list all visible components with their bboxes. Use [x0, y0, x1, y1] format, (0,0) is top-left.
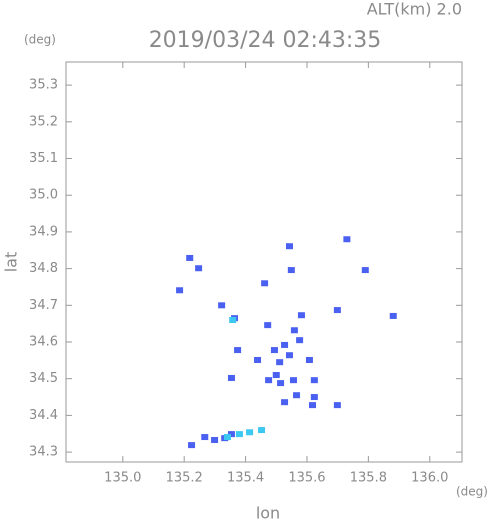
x-tick-label: 135.8: [350, 471, 387, 486]
x-unit: (deg): [456, 485, 488, 499]
x-tick-label: 135.0: [104, 471, 141, 486]
y-tick-label: 34.8: [29, 261, 58, 276]
x-tick-label: 136.0: [411, 471, 448, 486]
echo-point: [229, 316, 237, 323]
echo-point: [254, 356, 262, 363]
echo-point: [272, 372, 280, 379]
echo-point: [361, 267, 369, 274]
echo-point: [195, 265, 203, 272]
echo-point: [265, 377, 273, 384]
y-tick-label: 34.3: [29, 445, 58, 460]
echo-point: [309, 402, 317, 409]
plot-frame: [65, 61, 463, 463]
echo-point: [296, 337, 304, 344]
echo-point: [235, 431, 243, 438]
echo-point: [333, 402, 341, 409]
echo-point: [186, 254, 194, 261]
echo-point: [211, 436, 219, 443]
echo-point: [281, 341, 289, 348]
x-tick-label: 135.6: [288, 471, 325, 486]
echo-point: [223, 434, 231, 441]
altitude-label: ALT(km) 2.0: [367, 0, 462, 19]
echo-point: [281, 399, 289, 406]
y-tick-label: 35.1: [29, 151, 58, 166]
echo-point: [270, 347, 278, 354]
echo-point: [227, 431, 235, 438]
x-axis-label: lon: [256, 504, 280, 521]
echo-point: [333, 307, 341, 314]
echo-point: [289, 377, 297, 384]
echo-point: [188, 442, 196, 449]
echo-point: [305, 356, 313, 363]
echo-point: [310, 377, 318, 384]
y-tick-label: 34.9: [29, 224, 58, 239]
echo-point: [176, 287, 184, 294]
x-tick-label: 135.2: [166, 471, 203, 486]
echo-point: [201, 434, 209, 441]
echo-point: [343, 236, 351, 243]
echo-point: [261, 280, 269, 287]
echo-point: [277, 380, 285, 387]
echo-point: [310, 394, 318, 401]
y-tick-label: 35.0: [29, 188, 58, 203]
echo-point: [234, 347, 242, 354]
echo-point: [285, 243, 293, 250]
echo-point: [285, 352, 293, 359]
echo-point: [218, 302, 226, 309]
x-tick-label: 135.4: [227, 471, 264, 486]
echo-point: [258, 427, 266, 434]
echo-point: [290, 327, 298, 334]
y-tick-label: 35.3: [29, 78, 58, 93]
echo-point: [227, 374, 235, 381]
y-tick-label: 34.6: [29, 335, 58, 350]
y-tick-label: 34.7: [29, 298, 58, 313]
echo-point: [297, 312, 305, 319]
y-axis-label: lat: [2, 252, 21, 273]
echo-point: [389, 312, 397, 319]
y-tick-label: 34.5: [29, 371, 58, 386]
y-tick-label: 34.4: [29, 408, 58, 423]
echo-point: [293, 392, 301, 399]
echo-point: [276, 359, 284, 366]
y-unit: (deg): [24, 33, 56, 47]
echo-point: [246, 429, 254, 436]
y-tick-label: 35.2: [29, 114, 58, 129]
echo-point: [287, 267, 295, 274]
chart-title: 2019/03/24 02:43:35: [149, 28, 382, 53]
echo-point: [264, 322, 272, 329]
